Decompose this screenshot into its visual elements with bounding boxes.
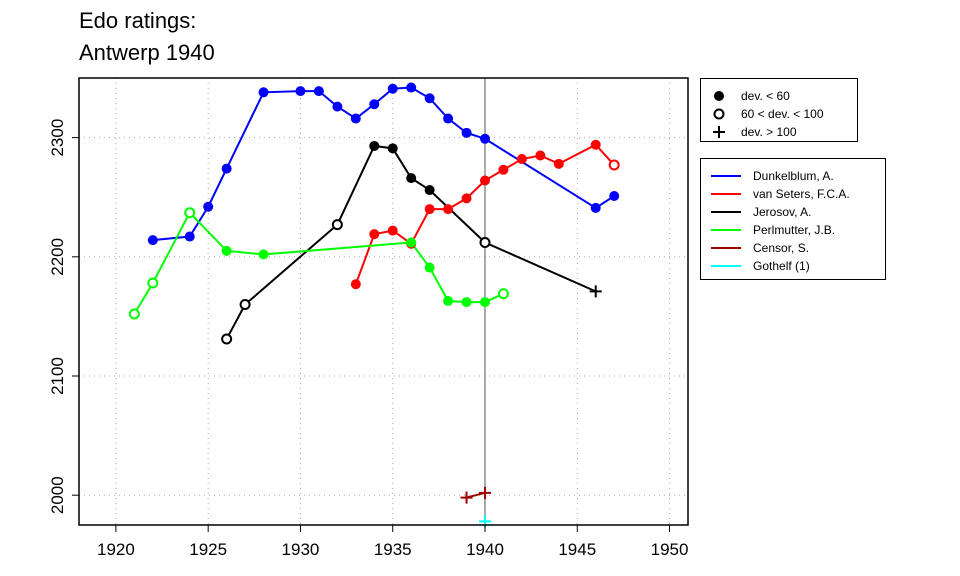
symbol-legend-label: 60 < dev. < 100	[741, 107, 824, 121]
data-point	[460, 491, 473, 504]
y-tick-label: 2200	[48, 238, 67, 276]
data-point	[424, 262, 435, 273]
x-tick-label: 1935	[374, 540, 412, 559]
data-point	[424, 204, 435, 215]
data-point	[387, 225, 398, 236]
chart-title-line-1: Edo ratings:	[79, 8, 197, 33]
series-legend-label: Gothelf (1)	[753, 259, 810, 273]
data-point	[221, 245, 232, 256]
data-point	[498, 164, 509, 175]
data-point	[128, 308, 140, 320]
series-line	[152, 86, 615, 242]
data-point	[295, 86, 306, 97]
data-point	[369, 99, 380, 110]
series-points	[128, 82, 620, 528]
data-point	[350, 279, 361, 290]
data-point	[387, 143, 398, 154]
data-point	[406, 237, 417, 248]
data-point	[589, 285, 602, 298]
plot-frame	[78, 77, 689, 526]
data-point	[258, 249, 269, 260]
data-point	[461, 193, 472, 204]
data-point	[461, 297, 472, 308]
data-point	[479, 486, 491, 499]
data-point	[479, 236, 491, 248]
series-legend-label: Censor, S.	[753, 241, 810, 255]
symbol-legend-label: dev. > 100	[741, 125, 797, 139]
data-point	[553, 158, 564, 169]
series-swatch	[711, 211, 741, 213]
x-tick-label: 1920	[97, 540, 135, 559]
data-point	[480, 133, 490, 144]
symbol-legend: dev. < 60 60 < dev. < 100 dev. > 100	[700, 78, 858, 142]
data-point	[590, 202, 601, 213]
series-swatch	[711, 247, 741, 249]
data-point	[147, 277, 159, 289]
data-point	[369, 140, 380, 151]
data-point	[369, 229, 380, 240]
data-point	[406, 173, 417, 184]
x-tick-label: 1950	[651, 540, 689, 559]
filled-circle-icon	[714, 91, 724, 101]
series-legend-label: van Seters, F.C.A.	[753, 187, 850, 201]
data-point	[443, 204, 454, 215]
y-tick-label: 2300	[48, 119, 67, 157]
data-point	[461, 127, 472, 138]
series-legend-label: Perlmutter, J.B.	[753, 223, 836, 237]
data-point	[424, 93, 435, 104]
data-point	[535, 150, 546, 161]
data-point	[609, 191, 620, 202]
data-point	[497, 288, 509, 300]
data-point	[184, 207, 196, 219]
plus-icon	[713, 126, 725, 138]
series-legend-label: Dunkelblum, A.	[753, 169, 834, 183]
series-legend-label: Jerosov, A.	[753, 205, 812, 219]
data-point	[313, 86, 324, 97]
data-point	[184, 231, 195, 242]
data-point	[203, 201, 214, 212]
series-swatch	[711, 175, 741, 177]
data-point	[516, 154, 527, 165]
x-tick-label: 1945	[558, 540, 596, 559]
y-tick-label: 2000	[48, 476, 67, 514]
data-point	[424, 185, 435, 196]
x-tick-label: 1940	[466, 540, 504, 559]
x-tick-label: 1930	[282, 540, 320, 559]
axes: 1920 1925 1930 1935 1940 1945 1950 2000 2100 2200…	[48, 119, 688, 559]
series-legend: Dunkelblum, A. van Seters, F.C.A. Jeroso…	[700, 158, 886, 280]
data-point	[147, 235, 158, 246]
open-circle-icon	[713, 108, 725, 120]
data-point	[480, 175, 490, 186]
y-tick-label: 2100	[48, 357, 67, 395]
data-point	[221, 333, 233, 345]
symbol-legend-label: dev. < 60	[741, 89, 790, 103]
data-point	[387, 83, 398, 94]
data-point	[239, 298, 251, 310]
data-point	[350, 113, 361, 124]
data-point	[331, 219, 343, 231]
data-point	[332, 101, 343, 112]
series-swatch	[711, 265, 741, 267]
chart-title-line-2: Antwerp 1940	[79, 40, 215, 65]
data-point	[443, 113, 454, 124]
series-swatch	[711, 229, 741, 231]
series-swatch	[711, 193, 741, 195]
data-point	[608, 159, 620, 171]
data-point	[480, 297, 490, 308]
data-point	[443, 295, 454, 306]
data-point	[590, 139, 601, 150]
x-tick-label: 1925	[189, 540, 227, 559]
data-point	[406, 82, 417, 93]
data-point	[258, 87, 269, 98]
data-point	[221, 163, 232, 174]
